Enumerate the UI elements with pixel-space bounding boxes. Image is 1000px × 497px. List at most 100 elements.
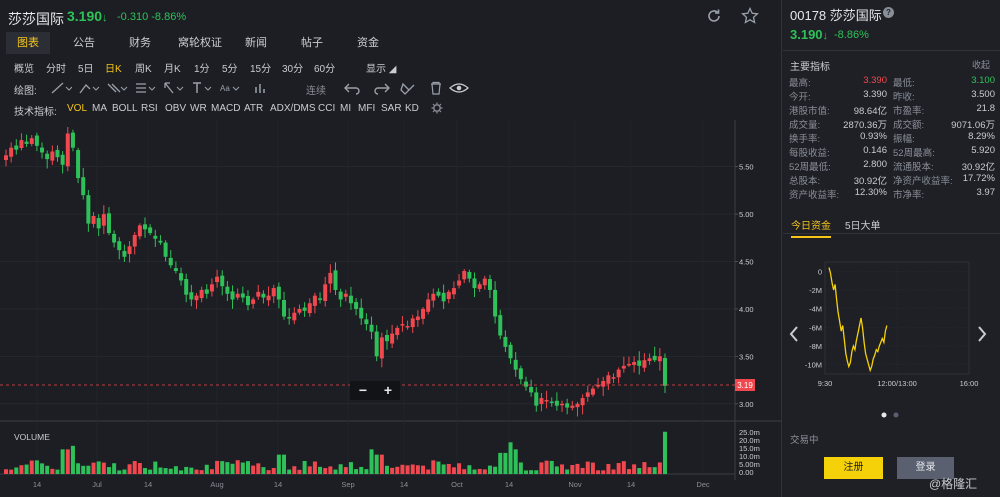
fib-tool-icon[interactable]: [134, 81, 156, 95]
candle-body: [168, 257, 173, 266]
candle-body: [637, 360, 642, 366]
period-60min[interactable]: 60分: [314, 64, 336, 75]
volume-bar: [271, 468, 276, 474]
candle-body: [328, 272, 333, 284]
favorite-star-icon[interactable]: [741, 7, 759, 25]
volume-bar: [518, 462, 523, 474]
candle-body: [76, 150, 81, 179]
tab-5day-large-orders[interactable]: 5日大单: [845, 221, 881, 232]
zoom-out-button[interactable]: −: [359, 382, 367, 398]
metrics-title: 主要指标: [790, 62, 830, 73]
period-monthly[interactable]: 月K: [164, 64, 181, 75]
indicator-sar[interactable]: SAR: [381, 103, 402, 114]
volume-bar: [225, 462, 230, 474]
period-1min[interactable]: 1分: [194, 64, 210, 75]
indicator-atr[interactable]: ATR: [244, 103, 264, 114]
volume-bar: [60, 449, 65, 474]
volume-bar: [137, 463, 142, 474]
tab-announcements[interactable]: 公告: [73, 37, 95, 49]
candle-body: [343, 293, 348, 297]
indicator-boll[interactable]: BOLL: [112, 103, 138, 114]
candle-body: [426, 299, 431, 312]
indicator-mfi[interactable]: MFI: [358, 103, 376, 114]
indicator-rsi[interactable]: RSI: [141, 103, 158, 114]
period-intraday[interactable]: 分时: [46, 64, 66, 75]
indicator-kd[interactable]: KD: [405, 103, 419, 114]
delete-icon[interactable]: [426, 81, 448, 95]
refresh-icon[interactable]: [706, 8, 722, 24]
stock-change: -0.310 -8.86%: [117, 11, 187, 23]
undo-icon[interactable]: [342, 81, 364, 95]
arrow-tool-icon[interactable]: [162, 81, 184, 95]
period-daily[interactable]: 日K: [105, 64, 122, 75]
indicator-macd[interactable]: MACD: [211, 103, 241, 114]
visibility-eye-icon[interactable]: [448, 81, 470, 95]
carousel-dot-active[interactable]: [881, 412, 887, 418]
indicator-adx[interactable]: ADX/DMS: [270, 103, 316, 114]
display-menu[interactable]: 显示 ◢: [366, 64, 397, 75]
register-button[interactable]: 注册: [824, 457, 883, 479]
candle-body: [570, 405, 575, 408]
line-tool-icon[interactable]: [50, 81, 72, 95]
volume-bar: [55, 469, 60, 474]
tab-today-funds[interactable]: 今日资金: [791, 217, 831, 238]
bars-tool-icon[interactable]: [252, 81, 274, 95]
font-tool-icon[interactable]: Aa: [218, 81, 240, 95]
redo-icon[interactable]: [370, 81, 392, 95]
candlestick-chart[interactable]: 5.50 5.00 4.50 4.00 3.50 3.00 25.0m20.0m15.0m…: [0, 120, 782, 497]
tab-financials[interactable]: 财务: [129, 37, 151, 49]
volume-bar: [457, 463, 462, 474]
continuous-toggle[interactable]: 连续: [306, 86, 326, 97]
period-5day[interactable]: 5日: [78, 64, 94, 75]
candle-body: [112, 233, 117, 243]
next-arrow-icon[interactable]: [978, 326, 987, 342]
period-30min[interactable]: 30分: [282, 64, 304, 75]
candle-body: [482, 278, 487, 286]
text-tool-icon[interactable]: [190, 81, 212, 95]
candle-body: [173, 268, 178, 271]
help-icon[interactable]: ?: [883, 7, 894, 18]
indicator-ma[interactable]: MA: [92, 103, 107, 114]
indicator-cci[interactable]: CCI: [318, 103, 336, 114]
volume-bar: [266, 470, 271, 474]
indicator-mi[interactable]: MI: [340, 103, 352, 114]
candle-body: [137, 225, 142, 237]
carousel-dot[interactable]: [893, 412, 899, 418]
period-overview[interactable]: 概览: [14, 64, 34, 75]
zoom-in-button[interactable]: +: [384, 382, 392, 398]
volume-bar: [369, 449, 374, 474]
volume-bar: [81, 465, 86, 474]
prev-arrow-icon[interactable]: [789, 326, 798, 342]
candle-body: [575, 403, 580, 408]
x-tick-label: Sep: [341, 480, 354, 489]
volume-bar: [467, 465, 472, 474]
tab-warrants[interactable]: 窝轮权证: [178, 37, 222, 49]
settings-gear-icon[interactable]: [431, 102, 443, 114]
volume-bar: [199, 470, 204, 474]
indicator-vol[interactable]: VOL: [67, 103, 88, 114]
volume-bar: [493, 466, 498, 474]
candle-body: [209, 284, 214, 292]
ray-tool-icon[interactable]: [106, 81, 128, 95]
tab-chart[interactable]: 图表: [6, 32, 50, 54]
candle-body: [421, 308, 426, 319]
volume-bar: [642, 462, 647, 474]
volume-bar: [29, 460, 34, 474]
y-tick-label: 3.50: [739, 352, 754, 361]
candle-body: [436, 291, 441, 296]
period-5min[interactable]: 5分: [222, 64, 238, 75]
tab-funds[interactable]: 资金: [357, 37, 379, 49]
login-button[interactable]: 登录: [897, 457, 954, 479]
candle-body: [189, 292, 194, 300]
trend-tool-icon[interactable]: [78, 81, 100, 95]
collapse-button[interactable]: 收起: [972, 60, 991, 70]
tab-posts[interactable]: 帖子: [301, 37, 323, 49]
tab-news[interactable]: 新闻: [245, 37, 267, 49]
period-15min[interactable]: 15分: [250, 64, 272, 75]
indicator-wr[interactable]: WR: [190, 103, 207, 114]
indicator-obv[interactable]: OBV: [165, 103, 187, 114]
period-weekly[interactable]: 周K: [135, 64, 152, 75]
clear-icon[interactable]: [398, 81, 420, 95]
candle-body: [220, 275, 225, 287]
candle-body: [652, 355, 657, 361]
